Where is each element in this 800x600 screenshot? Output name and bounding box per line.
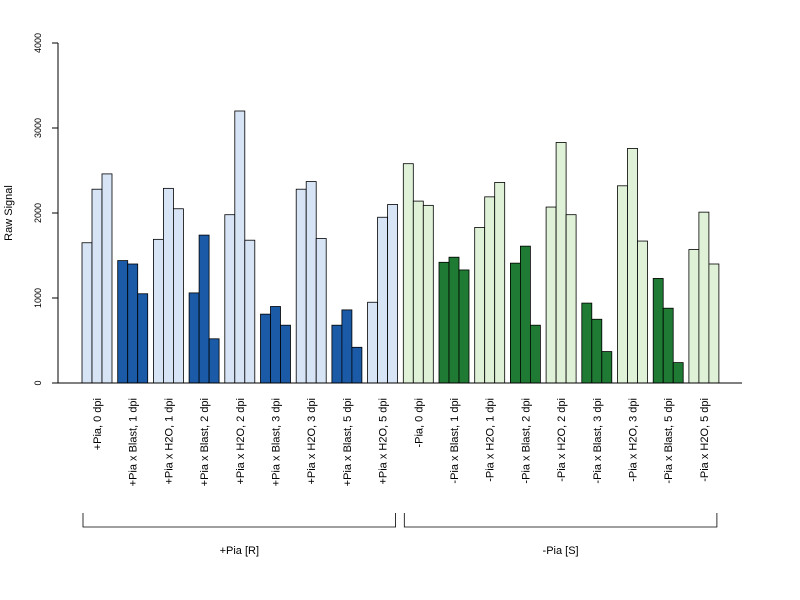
bar xyxy=(565,214,577,384)
bar xyxy=(662,307,674,384)
group-brackets: +Pia [R] -Pia [S] xyxy=(82,513,718,557)
x-tick-label: -Pia x Blast, 3 dpi xyxy=(592,398,604,484)
bar xyxy=(188,292,200,384)
group-bracket: +Pia [R] xyxy=(82,513,397,557)
x-tick-labels: +Pia, 0 dpi +Pia x Blast, 1 dpi +Pia x H2O… xyxy=(92,398,711,486)
y-axis: 0 1000 2000 3000 4000 xyxy=(33,33,59,386)
bar xyxy=(377,216,389,384)
bar xyxy=(198,234,210,384)
x-tick-label: +Pia x Blast, 1 dpi xyxy=(128,398,140,486)
x-tick-label: +Pia x Blast, 5 dpi xyxy=(342,398,354,486)
bar xyxy=(688,249,700,384)
bar xyxy=(422,204,434,384)
bar xyxy=(208,338,220,384)
bar xyxy=(530,324,541,384)
x-tick-label: -Pia x Blast, 2 dpi xyxy=(520,398,532,484)
bar xyxy=(708,263,720,384)
bar xyxy=(351,346,363,384)
bar xyxy=(698,211,710,384)
bar xyxy=(341,309,353,384)
bar xyxy=(91,188,103,384)
bar xyxy=(367,301,379,384)
x-tick-label: -Pia x H2O, 5 dpi xyxy=(699,398,711,482)
x-tick-label: -Pia, 0 dpi xyxy=(413,398,425,448)
bar xyxy=(494,181,506,384)
bar xyxy=(127,263,139,384)
bar xyxy=(280,324,291,384)
x-tick-label: +Pia, 0 dpi xyxy=(92,398,104,450)
bar xyxy=(101,173,113,384)
bar xyxy=(591,318,603,384)
x-tick-label: +Pia x Blast, 2 dpi xyxy=(199,398,211,486)
x-tick-label: -Pia x H2O, 2 dpi xyxy=(556,398,568,482)
bar xyxy=(448,256,460,384)
x-tick-label: -Pia x Blast, 5 dpi xyxy=(663,398,675,484)
x-tick-label: +Pia x H2O, 1 dpi xyxy=(163,398,175,485)
bar xyxy=(260,313,271,384)
y-tick-label: 2000 xyxy=(33,203,43,223)
bar xyxy=(652,278,664,384)
bar xyxy=(545,206,557,384)
y-axis-label: Raw Signal xyxy=(3,185,15,241)
bar xyxy=(270,306,281,384)
group-bracket-label: +Pia [R] xyxy=(220,545,259,557)
bar xyxy=(412,200,424,384)
bar xyxy=(244,239,256,384)
bar xyxy=(601,351,613,384)
bar xyxy=(234,110,246,384)
bar xyxy=(402,163,414,384)
bar xyxy=(162,187,174,384)
bar xyxy=(617,185,628,384)
y-tick-label: 4000 xyxy=(33,33,43,53)
y-tick-label: 1000 xyxy=(33,288,43,308)
bar xyxy=(509,262,521,384)
x-tick-label: +Pia x H2O, 2 dpi xyxy=(235,398,247,485)
x-tick-label: -Pia x Blast, 1 dpi xyxy=(449,398,461,484)
x-tick-label: +Pia x Blast, 3 dpi xyxy=(271,398,283,486)
bar xyxy=(484,196,496,384)
bar xyxy=(581,302,593,384)
bar xyxy=(331,324,343,384)
x-tick-label: -Pia x H2O, 3 dpi xyxy=(628,398,640,482)
y-tick-label: 3000 xyxy=(33,118,43,138)
bar xyxy=(520,245,531,384)
bar xyxy=(438,261,450,384)
bar xyxy=(117,260,129,384)
bar xyxy=(387,204,399,384)
bar xyxy=(152,238,164,384)
bar xyxy=(458,269,470,384)
bar xyxy=(627,147,638,384)
bar xyxy=(315,238,327,384)
bar xyxy=(224,214,236,384)
bar xyxy=(474,227,486,384)
group-bracket-label: -Pia [S] xyxy=(543,545,579,557)
x-tick-label: -Pia x H2O, 1 dpi xyxy=(485,398,497,482)
x-tick-label: +Pia x H2O, 3 dpi xyxy=(306,398,318,485)
bar xyxy=(637,240,648,384)
bar xyxy=(172,208,184,384)
bar xyxy=(672,362,684,384)
bar xyxy=(81,242,93,384)
group-bracket: -Pia [S] xyxy=(403,513,718,557)
x-tick-label: +Pia x H2O, 5 dpi xyxy=(378,398,390,485)
bar xyxy=(305,181,317,384)
y-tick-label: 0 xyxy=(33,380,43,385)
bar xyxy=(295,188,307,384)
bar xyxy=(555,142,567,384)
bars xyxy=(81,110,720,384)
bar xyxy=(137,293,149,384)
